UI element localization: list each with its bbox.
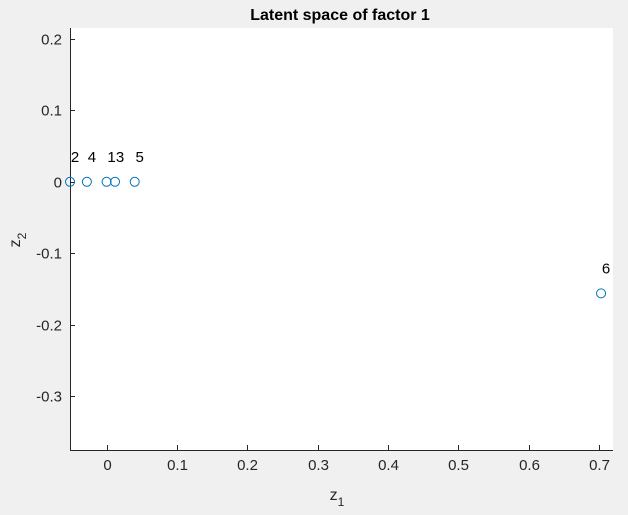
data-point-marker <box>596 288 607 299</box>
x-tick-label: 0 <box>103 457 111 474</box>
y-axis-label: z2 <box>7 232 29 247</box>
data-point-marker <box>129 176 140 187</box>
x-tick-label: 0.3 <box>308 457 329 474</box>
data-point-marker <box>110 176 121 187</box>
y-tick-label: -0.3 <box>36 389 62 406</box>
x-tick-label: 0.4 <box>378 457 399 474</box>
y-tick-label: 0 <box>54 175 62 192</box>
data-point-label: 4 <box>88 149 96 166</box>
data-point-marker <box>101 176 112 187</box>
data-point-label: 6 <box>602 260 610 277</box>
y-tick-label: 0.2 <box>41 32 62 49</box>
x-tick-label: 0.5 <box>448 457 469 474</box>
data-point-label: 3 <box>116 149 124 166</box>
y-tick-label: -0.1 <box>36 246 62 263</box>
x-tick-label: 0.7 <box>589 457 610 474</box>
x-tick-label: 0.6 <box>519 457 540 474</box>
data-point-marker <box>81 176 92 187</box>
x-tick-label: 0.1 <box>167 457 188 474</box>
chart-title: Latent space of factor 1 <box>250 7 430 24</box>
data-points: 2 4 1 3 5 6 <box>65 149 610 299</box>
data-point-label: 1 <box>107 149 115 166</box>
x-tick-label: 0.2 <box>237 457 258 474</box>
x-ticks: 0 0.1 0.2 0.3 0.4 0.5 0.6 0.7 <box>103 445 610 474</box>
y-tick-label: -0.2 <box>36 318 62 335</box>
x-axis-label: z1 <box>330 487 345 509</box>
data-point-label: 5 <box>136 149 144 166</box>
y-ticks: 0.2 0.1 0 -0.1 -0.2 -0.3 <box>36 32 75 406</box>
data-point-marker <box>65 176 75 187</box>
axes-background <box>70 28 613 450</box>
y-tick-label: 0.1 <box>41 103 62 120</box>
data-point-label: 2 <box>71 149 79 166</box>
